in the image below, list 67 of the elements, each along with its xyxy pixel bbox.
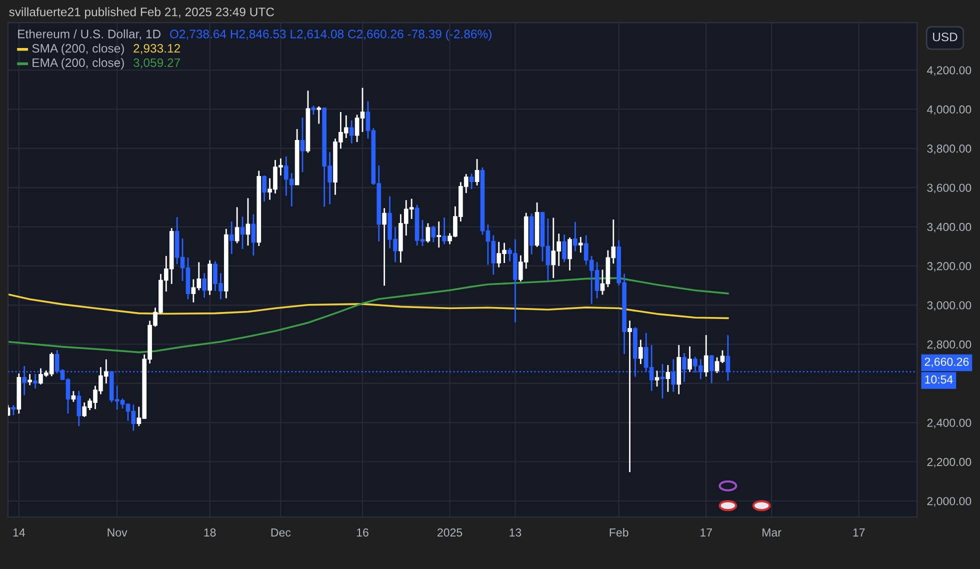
candlestick: [349, 120, 354, 144]
x-tick-label: 14: [13, 528, 25, 536]
candlestick: [76, 390, 82, 427]
candlestick: [688, 346, 692, 373]
candlestick: [234, 206, 240, 244]
candlestick: [11, 404, 16, 416]
candlestick: [578, 236, 583, 254]
x-tick-label: Nov: [108, 528, 128, 537]
ref-line-label: 2,660.26: [924, 358, 969, 368]
y-tick-label: 3,000.00: [927, 301, 972, 311]
y-tick-label: 3,800.00: [927, 144, 972, 154]
legend-label: EMA (200, close): [32, 58, 124, 70]
y-tick-label: 2,000.00: [927, 497, 972, 507]
candlestick: [202, 272, 207, 298]
candlestick: [28, 373, 32, 386]
annotation: O2,738.64 H2,846.53 L2,614.08 C2,660.26 -78.39 (-2.86%): [170, 29, 492, 41]
candlestick: [382, 207, 386, 286]
y-tick-label: 2,400.00: [927, 418, 972, 428]
x-tick-label: Mar: [762, 528, 782, 537]
x-tick-label: 18: [204, 528, 216, 537]
candlestick: [262, 174, 267, 202]
y-tick-label: 4,200.00: [926, 66, 972, 76]
y-tick-label: 3,200.00: [927, 262, 972, 272]
text: svillafuerte21 published Feb 21, 2025 23:49 UTC: [9, 7, 274, 19]
chart-title: Ethereum / U.S. Dollar, 1D: [18, 29, 161, 40]
candlestick: [311, 105, 316, 116]
x-tick-label: Feb: [610, 528, 628, 537]
candlestick: [426, 222, 430, 244]
line-series: [8, 293, 729, 320]
candlestick: [431, 225, 436, 243]
candlestick: [568, 236, 572, 272]
y-tick-label: 3,600.00: [927, 184, 972, 194]
candlestick: [229, 220, 234, 255]
annotation: 2,933.12: [134, 44, 180, 54]
candlestick: [71, 390, 76, 403]
candlestick: [246, 197, 250, 246]
y-tick-label: 3,400.00: [927, 222, 972, 232]
line-series: [8, 277, 729, 354]
x-tick-label: 17: [700, 528, 712, 536]
candlestick: [316, 106, 322, 124]
text: 10:54: [925, 375, 953, 384]
candlestick: [628, 320, 632, 473]
legend-label: SMA (200, close): [32, 44, 124, 56]
x-tick-label: 2025: [438, 528, 462, 537]
x-tick-label: 13: [510, 528, 522, 537]
annotation: 3,059.27: [133, 58, 180, 68]
y-tick-label: 4,000.00: [926, 105, 972, 115]
candlestick: [709, 354, 714, 384]
candlestick: [666, 364, 670, 393]
candlestick: [469, 173, 474, 190]
candlestick: [251, 214, 256, 256]
y-tick-label: 2,800.00: [927, 340, 972, 350]
candlestick: [436, 220, 442, 248]
x-tick-label: Dec: [271, 528, 291, 537]
candlestick: [442, 216, 446, 245]
candlestick: [474, 158, 480, 186]
candlestick: [638, 339, 643, 365]
x-tick-label: 16: [356, 528, 368, 537]
candlestick: [704, 334, 708, 378]
candlestick: [300, 116, 305, 173]
candlestick: [240, 216, 245, 250]
x-tick-label: 17: [853, 528, 865, 536]
candlestick: [654, 370, 660, 388]
text: USD: [933, 32, 958, 42]
candlestick: [562, 234, 566, 263]
candlestick: [573, 221, 578, 252]
y-tick-label: 2,200.00: [927, 458, 972, 468]
